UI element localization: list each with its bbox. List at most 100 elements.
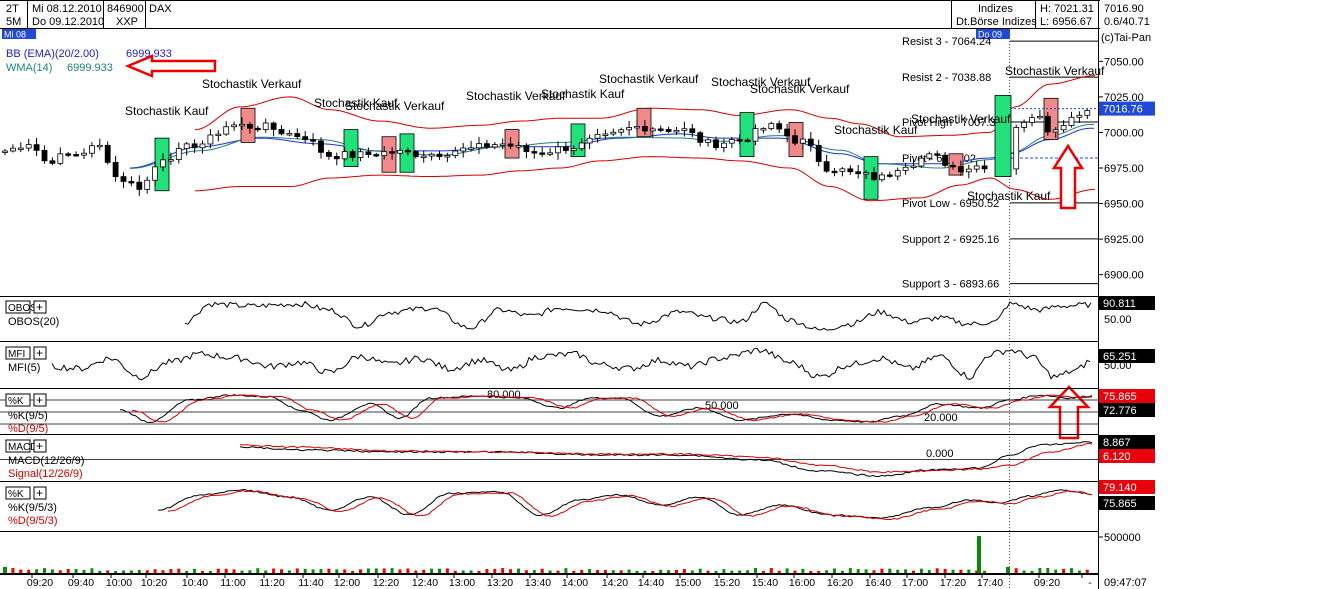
x-axis-label: 13:20 — [487, 577, 513, 589]
candle-body — [1052, 129, 1059, 133]
signal-annotation: Stochastik Verkauf — [750, 82, 850, 96]
candle-body — [807, 138, 814, 146]
pane-tag — [5, 393, 31, 407]
volume-tick-label: 500000 — [1104, 532, 1141, 544]
candle-body — [934, 153, 941, 156]
candle-body — [2, 150, 8, 153]
stoch-k-value-tag — [1099, 389, 1155, 403]
volume-bar — [1014, 568, 1018, 573]
candle-body — [128, 181, 135, 184]
day-label: Do 09 — [978, 30, 1002, 40]
volume-bar — [690, 570, 694, 573]
market-label: Indizes — [978, 3, 1013, 15]
volume-bar — [856, 569, 860, 573]
candle-body — [160, 159, 166, 168]
volume-bar — [761, 570, 765, 573]
volume-bar — [445, 568, 449, 573]
x-axis-label: 13:40 — [525, 577, 551, 589]
signal-annotation: Stochastik Kauf — [967, 189, 1051, 203]
pane-tag-label: OBOS — [8, 303, 37, 314]
candle-body — [215, 133, 222, 136]
volume-bar — [564, 568, 568, 573]
bollinger-mid — [129, 127, 1094, 169]
volume-bar — [1077, 570, 1081, 573]
volume-bar — [667, 570, 671, 573]
volume-bar — [469, 570, 473, 573]
macd-label: MACD(12/26/9) — [8, 455, 84, 467]
signal-value-tag — [1099, 449, 1155, 463]
candle-body — [1037, 115, 1043, 119]
signal-annotation: Stochastik Verkauf — [466, 89, 566, 103]
volume-bar — [19, 569, 23, 573]
volume-bar — [951, 569, 955, 573]
x-axis-label: 11:00 — [220, 577, 246, 589]
stoch-d-line — [131, 394, 1093, 423]
slow-d-value-tag-label: 75.865 — [1103, 498, 1137, 510]
current-price-tag — [1099, 101, 1155, 116]
volume-bar — [785, 568, 789, 573]
slow-k-label: %K(9/5/3) — [8, 502, 57, 514]
candle-body — [800, 138, 806, 144]
volume-bar — [1030, 570, 1034, 573]
volume-bar — [1038, 568, 1042, 573]
candle-body — [231, 124, 238, 128]
volume-bar — [1046, 568, 1050, 573]
stoch-d-value-tag — [1099, 403, 1155, 417]
candle-body — [246, 123, 253, 129]
volume-bar — [58, 570, 62, 573]
volume-bar — [675, 569, 678, 573]
candle-body — [1044, 115, 1051, 133]
candle-body — [839, 168, 846, 172]
obos-tick-label: 50.00 — [1104, 314, 1132, 326]
volume-bar — [98, 570, 102, 573]
volume-bar — [1054, 569, 1058, 573]
volume-bar — [635, 570, 639, 573]
y-axis-tick-label: 7050.00 — [1104, 56, 1144, 68]
volume-bar — [651, 570, 655, 573]
candle-body — [563, 146, 569, 151]
candle-body — [365, 151, 372, 155]
x-axis-label: 17:20 — [940, 577, 966, 589]
volume-bar — [722, 569, 726, 573]
candle-body — [167, 159, 174, 162]
volume-bar — [319, 569, 323, 573]
volume-bar — [406, 568, 410, 573]
signal-annotation: Stochastik Kauf — [125, 104, 209, 118]
slow-d-line — [167, 490, 1093, 520]
candle-body — [752, 128, 759, 142]
x-axis-label: 16:40 — [865, 577, 891, 589]
candle-body — [515, 145, 522, 148]
volume-bar — [287, 570, 291, 573]
candle-body — [1029, 117, 1035, 123]
candle-body — [41, 149, 48, 162]
macd-level-label: 0.000 — [926, 448, 954, 460]
add-indicator-icon: + — [36, 486, 43, 500]
volume-bar — [485, 568, 489, 573]
volume-bar — [840, 570, 844, 573]
volume-bar — [106, 570, 110, 573]
pivot-level-label: Resist 3 - 7064.24 — [902, 36, 991, 48]
slow-k-line — [158, 488, 1092, 519]
candle-body — [894, 170, 901, 177]
candle-body — [855, 171, 862, 175]
candle-body — [697, 132, 704, 143]
pivot-level-label: Pivot High - 7007.38 — [902, 117, 1002, 129]
volume-bar — [137, 569, 141, 573]
candle-body — [958, 166, 964, 173]
candle-body — [626, 127, 632, 131]
volume-bar — [872, 570, 876, 573]
period-label: 2T — [6, 3, 19, 15]
copyright-label: (c)Tai-Pan — [1101, 32, 1151, 44]
high-label: H: 7021.31 — [1040, 3, 1094, 15]
obos-value-tag — [1099, 296, 1155, 310]
volume-bar — [169, 569, 173, 573]
volume-bar — [524, 570, 528, 573]
candle-body — [784, 128, 790, 137]
volume-bar — [193, 568, 197, 573]
x-axis-label: 15:20 — [714, 577, 740, 589]
volume-bar — [864, 569, 868, 573]
volume-bar — [343, 569, 347, 573]
volume-bar — [122, 570, 125, 573]
candle-body — [460, 147, 467, 152]
